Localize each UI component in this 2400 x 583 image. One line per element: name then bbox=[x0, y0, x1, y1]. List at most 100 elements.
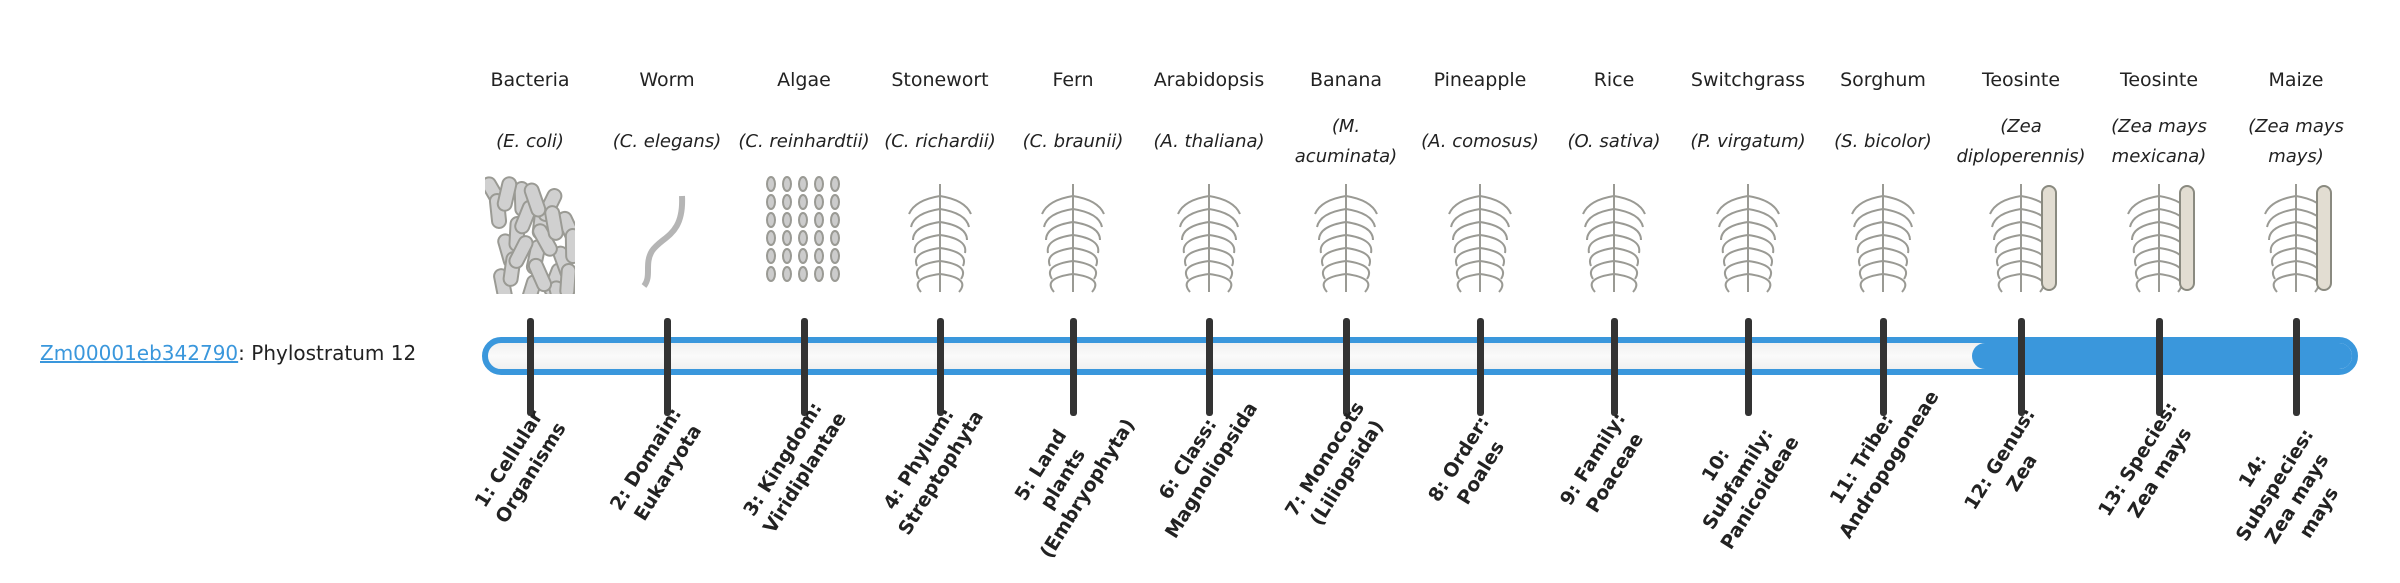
taxonomic-rank-label: 1: Cellular Organisms bbox=[470, 406, 571, 528]
banana-image bbox=[1278, 176, 1414, 294]
switchgrass-illustration-icon bbox=[1716, 184, 1780, 293]
rice-illustration-icon bbox=[1582, 184, 1646, 293]
scientific-name-text: (C. braunii) bbox=[1022, 131, 1124, 152]
pineapple-illustration-icon bbox=[1448, 184, 1512, 293]
scientific-name-text: (Zea diploperennis) bbox=[1956, 116, 2086, 167]
bacteria-image bbox=[462, 176, 598, 294]
stratum-tick bbox=[664, 318, 671, 416]
taxonomic-rank-label: 3: Kingdom: Viridiplantae bbox=[739, 398, 851, 538]
organism-common-name: Sorghum bbox=[1840, 69, 1926, 91]
stratum-tick bbox=[1880, 318, 1887, 416]
taxonomic-rank-label: 8: Order: Poales bbox=[1424, 412, 1510, 509]
maize-illustration-icon bbox=[2264, 184, 2332, 293]
organism-common-name: Algae bbox=[777, 69, 831, 91]
scientific-name-text: (C. elegans) bbox=[612, 131, 722, 152]
banana-illustration-icon bbox=[1314, 184, 1378, 293]
gene-id-link[interactable]: Zm00001eb342790 bbox=[40, 341, 239, 365]
scientific-name-text: (O. sativa) bbox=[1567, 131, 1661, 152]
organism-common-name: Worm bbox=[639, 69, 695, 91]
stratum-tick bbox=[1611, 318, 1618, 416]
algae-image bbox=[736, 176, 872, 294]
taxonomic-rank-label: 5: Land plants (Embryophyta) bbox=[1010, 414, 1140, 563]
scientific-name-text: (C. richardii) bbox=[884, 131, 996, 152]
organism-scientific-name: (C. reinhardtii) bbox=[736, 112, 872, 172]
organism-common-name: Banana bbox=[1309, 69, 1383, 91]
organism-common-name: Rice bbox=[1593, 69, 1635, 91]
stratum-tick bbox=[1477, 318, 1484, 416]
stratum-tick bbox=[527, 318, 534, 416]
organism-common-name: Arabidopsis bbox=[1153, 69, 1265, 91]
teosinte-image bbox=[1953, 176, 2089, 294]
stratum-tick bbox=[2293, 318, 2300, 416]
taxonomic-rank-label: 10: Subfamily: Panicoideae bbox=[1697, 424, 1804, 554]
organism-common-name: Teosinte bbox=[2119, 69, 2199, 91]
organism-scientific-name: (P. virgatum) bbox=[1680, 112, 1816, 172]
scientific-name-text: (C. reinhardtii) bbox=[738, 131, 870, 152]
organism-scientific-name: (C. braunii) bbox=[1005, 112, 1141, 172]
teosinte-image bbox=[2091, 176, 2227, 294]
taxonomic-rank-label: 11: Tribe: Andropogoneae bbox=[1825, 386, 1944, 543]
organism-common-name: Teosinte bbox=[1981, 69, 2061, 91]
stratum-tick bbox=[937, 318, 944, 416]
worm-illustration-icon bbox=[641, 195, 686, 288]
fern-image bbox=[1005, 176, 1141, 294]
taxonomic-rank-label: 7: Monocots (Liliopsida) bbox=[1281, 397, 1389, 530]
organism-scientific-name: (Zea diploperennis) bbox=[1953, 112, 2089, 172]
scientific-name-text: (P. virgatum) bbox=[1690, 131, 1806, 152]
stratum-tick bbox=[801, 318, 808, 416]
taxonomic-rank-label: 13: Species: Zea mays bbox=[2094, 397, 2197, 522]
sorghum-illustration-icon bbox=[1851, 184, 1915, 293]
sorghum-image bbox=[1815, 176, 1951, 294]
teosinte-illustration-icon bbox=[1989, 184, 2057, 293]
organism-scientific-name: (S. bicolor) bbox=[1815, 112, 1951, 172]
taxonomic-rank-label: 2: Domain: Eukaryota bbox=[605, 403, 707, 525]
gene-label: Zm00001eb342790: Phylostratum 12 bbox=[40, 338, 416, 368]
organism-scientific-name: (C. richardii) bbox=[872, 112, 1008, 172]
taxonomic-rank-label: 12: Genus: Zea bbox=[1960, 404, 2042, 514]
organism-common-name: Pineapple bbox=[1433, 69, 1527, 91]
teosinte-illustration-icon bbox=[2127, 184, 2195, 293]
stonewort-illustration-icon bbox=[908, 184, 972, 293]
organism-scientific-name: (A. comosus) bbox=[1412, 112, 1548, 172]
stratum-tick bbox=[1745, 318, 1752, 416]
taxonomic-rank-label: 4: Phylum: Streptophyta bbox=[879, 404, 989, 540]
scientific-name-text: (Zea mays mexicana) bbox=[2111, 116, 2207, 167]
stratum-tick bbox=[2018, 318, 2025, 416]
rice-image bbox=[1546, 176, 1682, 294]
phylostratum-progress-bar bbox=[482, 337, 2358, 375]
organism-common-name: Fern bbox=[1052, 69, 1094, 91]
scientific-name-text: (Zea mays mays) bbox=[2248, 116, 2344, 167]
arabidopsis-image bbox=[1141, 176, 1277, 294]
switchgrass-image bbox=[1680, 176, 1816, 294]
organism-scientific-name: (M. acuminata) bbox=[1278, 112, 1414, 172]
organism-common-name: Stonewort bbox=[891, 69, 989, 91]
taxonomic-rank-label: 14: Subspecies: Zea mays mays bbox=[2231, 424, 2344, 548]
organism-common-name: Switchgrass bbox=[1690, 69, 1806, 91]
organism-scientific-name: (C. elegans) bbox=[599, 112, 735, 172]
scientific-name-text: (A. comosus) bbox=[1421, 131, 1539, 152]
stratum-tick bbox=[1206, 318, 1213, 416]
scientific-name-text: (M. acuminata) bbox=[1294, 116, 1398, 167]
organism-scientific-name: (E. coli) bbox=[462, 112, 598, 172]
stratum-tick bbox=[1070, 318, 1077, 416]
organism-scientific-name: (O. sativa) bbox=[1546, 112, 1682, 172]
worm-image bbox=[599, 176, 735, 294]
stratum-tick bbox=[1343, 318, 1350, 416]
maize-image bbox=[2228, 176, 2364, 294]
taxonomic-rank-label: 6: Class: Magnoliopsida bbox=[1154, 398, 1263, 543]
scientific-name-text: (A. thaliana) bbox=[1153, 131, 1265, 152]
organism-scientific-name: (Zea mays mexicana) bbox=[2091, 112, 2227, 172]
stonewort-image bbox=[872, 176, 1008, 294]
arabidopsis-illustration-icon bbox=[1177, 184, 1241, 293]
organism-scientific-name: (Zea mays mays) bbox=[2228, 112, 2364, 172]
organism-common-name: Maize bbox=[2268, 69, 2324, 91]
pineapple-image bbox=[1412, 176, 1548, 294]
scientific-name-text: (E. coli) bbox=[496, 131, 564, 152]
taxonomic-rank-label: 9: Family: Poaceae bbox=[1555, 408, 1649, 517]
fern-illustration-icon bbox=[1041, 184, 1105, 293]
algae-illustration-icon bbox=[766, 176, 840, 282]
stratum-tick bbox=[2156, 318, 2163, 416]
scientific-name-text: (S. bicolor) bbox=[1834, 131, 1932, 152]
bacteria-illustration-icon bbox=[485, 176, 575, 294]
phylostratum-text: : Phylostratum 12 bbox=[238, 341, 417, 365]
